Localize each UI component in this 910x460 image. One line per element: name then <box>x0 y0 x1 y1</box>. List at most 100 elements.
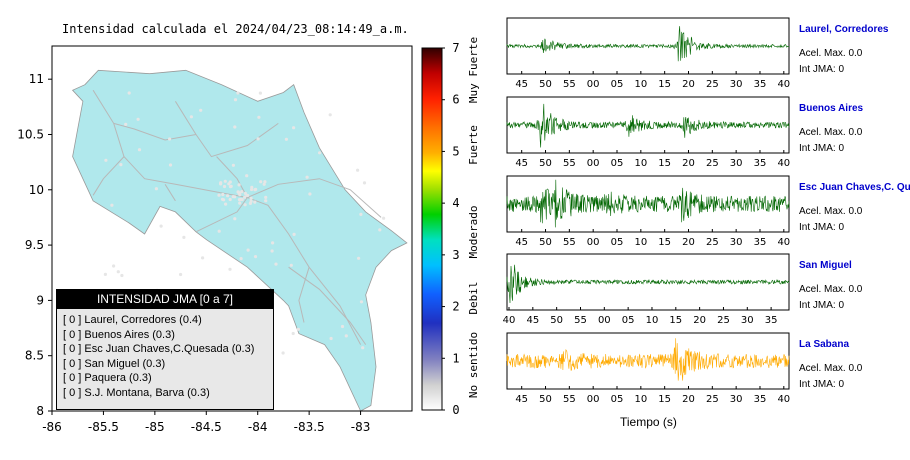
waveform-trace-2 <box>506 179 790 228</box>
road-9 <box>298 267 310 323</box>
colorbar-tick-label: 0 <box>452 403 459 417</box>
town-dot <box>223 179 227 183</box>
waveform-tick-label: 05 <box>611 79 624 90</box>
town-dot <box>246 248 250 252</box>
town-dot <box>292 126 296 130</box>
town-dot <box>284 137 288 141</box>
waveform-tick-label: 10 <box>634 394 647 405</box>
town-dot <box>233 125 237 129</box>
colorbar-tick-label: 2 <box>452 300 459 314</box>
town-dot <box>104 158 108 162</box>
town-dot <box>291 331 295 336</box>
town-dot <box>226 194 230 198</box>
town-dot <box>228 180 232 184</box>
map-xtick-label: -85 <box>145 420 165 434</box>
town-dot <box>253 188 257 192</box>
waveform-tick-label: 15 <box>658 79 671 90</box>
town-dot <box>257 115 261 119</box>
town-dot <box>103 272 107 276</box>
colorbar-category-label: No sentido <box>467 332 480 398</box>
colorbar-tick-label: 6 <box>452 93 459 107</box>
town-dot <box>233 217 237 221</box>
map-xtick-label: -83 <box>351 420 371 434</box>
waveform-tick-label: 20 <box>682 394 695 405</box>
intensity-legend: INTENSIDAD JMA [0 a 7] [ 0 ] Laurel, Cor… <box>56 289 274 410</box>
waveform-tick-label: 20 <box>682 158 695 169</box>
town-dot <box>289 263 293 267</box>
map-xtick-label: -83.5 <box>294 420 325 434</box>
town-dot <box>253 255 258 259</box>
map-frame <box>51 45 413 412</box>
town-dot <box>305 175 309 179</box>
waveform-tick-label: 30 <box>741 315 754 326</box>
town-dot <box>239 197 243 202</box>
town-dot <box>154 187 158 191</box>
town-dot <box>253 200 257 204</box>
waveform-tick-label: 30 <box>730 158 743 169</box>
road-6 <box>288 266 367 345</box>
map-ytick-label: 9 <box>36 293 44 307</box>
map-ytick-label: 8.5 <box>25 349 44 363</box>
waveform-tick-label: 00 <box>587 158 600 169</box>
waveform-trace-0 <box>506 26 790 62</box>
page-title: Intensidad calculada el 2024/04/23_08:14… <box>62 22 409 36</box>
town-dot <box>228 197 232 202</box>
town-dot <box>356 168 360 172</box>
waveform-tick-label: 45 <box>515 394 528 405</box>
waveform-tick-label: 50 <box>539 158 552 169</box>
colorbar-category-label: Muy Fuerte <box>467 37 480 103</box>
waveform-tick-label: 45 <box>515 79 528 90</box>
road-7 <box>92 156 125 196</box>
town-dot <box>245 174 249 178</box>
station-name: La Sabana <box>799 339 850 350</box>
legend-item: [ 0 ] S.J. Montana, Barva (0.3) <box>63 386 210 399</box>
waveform-tick-label: 35 <box>754 158 767 169</box>
town-dot <box>382 216 386 220</box>
waveform-tick-label: 00 <box>587 394 600 405</box>
waveform-tick-label: 25 <box>706 394 719 405</box>
waveform-tick-label: 00 <box>598 315 611 326</box>
map-xtick-label: -85.5 <box>88 420 119 434</box>
town-dot <box>233 98 238 102</box>
station-name: Laurel, Corredores <box>799 24 889 35</box>
town-dot <box>263 180 267 184</box>
colorbar-category-label: Fuerte <box>467 125 480 165</box>
town-dot <box>217 193 221 197</box>
town-dot <box>359 212 363 216</box>
town-dot <box>258 91 262 95</box>
town-dot <box>239 257 243 261</box>
waveform-tick-label: 25 <box>706 79 719 90</box>
waveform-tick-label: 35 <box>765 315 778 326</box>
town-dot <box>168 163 173 167</box>
waveform-tick-label: 15 <box>658 237 671 248</box>
waveform-tick-label: 55 <box>563 79 576 90</box>
town-dot <box>318 151 322 155</box>
town-dot <box>378 228 382 232</box>
town-dot <box>159 224 163 228</box>
waveform-tick-label: 55 <box>563 158 576 169</box>
town-dot <box>231 163 235 167</box>
waveform-tick-label: 20 <box>693 315 706 326</box>
legend-item: [ 0 ] Paquera (0.3) <box>63 372 152 385</box>
waveform-tick-label: 15 <box>658 158 671 169</box>
town-dot <box>246 193 250 198</box>
town-dot <box>359 300 364 304</box>
colorbar <box>421 47 443 411</box>
waveform-tick-label: 50 <box>539 237 552 248</box>
town-dot <box>259 180 263 184</box>
town-dot <box>228 267 232 271</box>
colorbar-tick-label: 5 <box>452 144 459 158</box>
waveform-tick-label: 30 <box>730 237 743 248</box>
town-dot <box>262 182 266 186</box>
town-dot <box>344 334 348 338</box>
station-name: Buenos Aires <box>799 103 864 114</box>
town-dot <box>243 203 247 207</box>
waveform-tick-label: 30 <box>730 79 743 90</box>
map-ytick-label: 10.5 <box>17 127 44 141</box>
town-dot <box>228 185 233 189</box>
waveform-tick-label: 00 <box>587 79 600 90</box>
town-dot <box>219 181 223 185</box>
colorbar-category-label: Moderado <box>467 206 480 259</box>
town-dot <box>231 195 235 199</box>
